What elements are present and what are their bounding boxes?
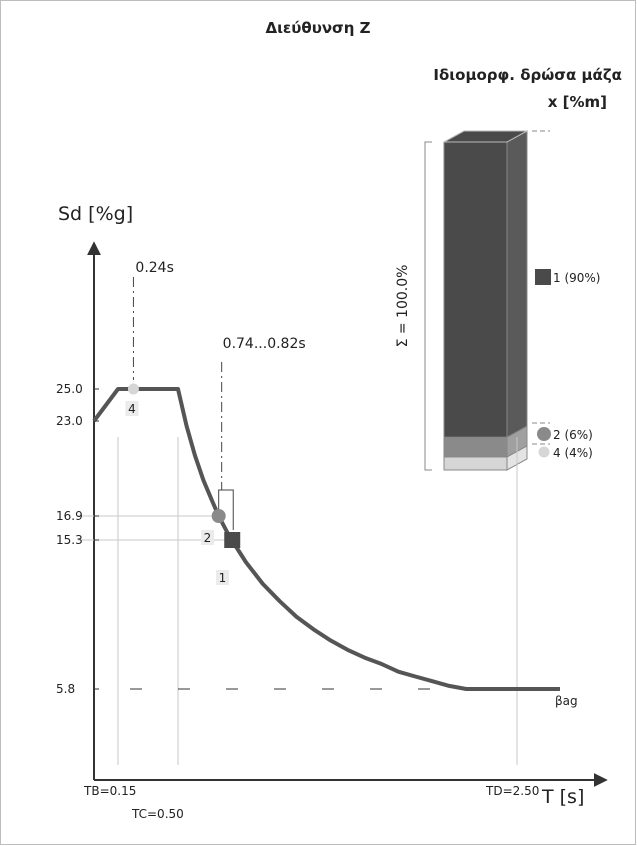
period-annotation-label: 0.74...0.82s (223, 336, 306, 352)
mass-bar-segment (443, 436, 508, 458)
mode-markers: 4 2 1 (125, 383, 241, 585)
mass-bar-side (506, 130, 528, 439)
legend-label: 2 (6%) (553, 428, 593, 442)
y-tick-label: 5.8 (56, 682, 75, 696)
x-axis-label: T [s] (541, 786, 584, 808)
beta-ag-label: βag (555, 694, 578, 708)
y-tick-label: 25.0 (56, 382, 83, 396)
mass-chart-unit: x [%m] (548, 93, 607, 111)
mass-participation-bar: Σ = 100.0% (395, 130, 550, 471)
y-axis-label: Sd [%g] (58, 203, 133, 225)
x-tick-label: TB=0.15 (83, 784, 136, 798)
legend-marker-square (535, 269, 551, 285)
spectrum-curve (92, 387, 560, 691)
mass-legend: 1 (90%) 2 (6%) 4 (4%) (532, 269, 600, 460)
mode-label: 4 (128, 402, 136, 416)
mode-label-bg (201, 530, 214, 545)
period-range-bracket (218, 489, 234, 530)
mass-bar-top (443, 130, 528, 143)
mass-bar-segment (443, 456, 508, 471)
legend-marker-circle (537, 427, 551, 441)
mass-bar-segment (443, 141, 508, 438)
mode-label: 2 (204, 531, 212, 545)
x-tick-label: TC=0.50 (131, 807, 184, 821)
mode-label-bg (216, 570, 229, 585)
total-bracket (424, 141, 432, 471)
y-tick-label: 16.9 (56, 509, 83, 523)
mode-label-bg (125, 401, 139, 416)
legend-label: 1 (90%) (553, 271, 600, 285)
mode-marker-square (224, 532, 241, 548)
mass-chart-title: Ιδιομορφ. δρώσα μάζα (433, 66, 622, 84)
period-annotation-label: 0.24s (135, 260, 173, 276)
mode-marker-circle (127, 383, 139, 395)
y-tick-label: 23.0 (56, 414, 83, 428)
x-tick-label: TD=2.50 (485, 784, 539, 798)
spectrum-ticks: 25.0 23.0 16.9 15.3 5.8 TB=0.15 TC=0.50 TD=2.50… (56, 382, 578, 821)
mode-marker-circle (211, 509, 226, 523)
period-annotations: 0.24s 0.74...0.82s (132, 260, 306, 530)
legend-marker-circle (538, 446, 550, 458)
mode-label: 1 (219, 571, 227, 585)
y-tick-label: 15.3 (56, 533, 83, 547)
chart-title: Διεύθυνση Z (265, 19, 370, 37)
legend-label: 4 (4%) (553, 446, 593, 460)
spectrum-guides (78, 437, 560, 765)
total-label: Σ = 100.0% (395, 265, 411, 348)
